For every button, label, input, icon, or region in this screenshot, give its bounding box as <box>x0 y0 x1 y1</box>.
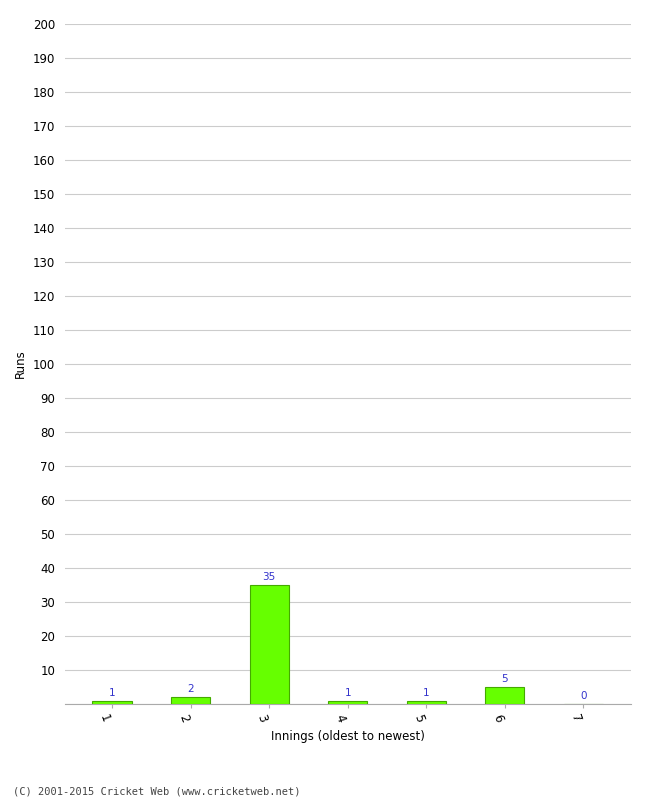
Text: 1: 1 <box>344 688 351 698</box>
Text: (C) 2001-2015 Cricket Web (www.cricketweb.net): (C) 2001-2015 Cricket Web (www.cricketwe… <box>13 786 300 796</box>
Bar <box>92 701 132 704</box>
Text: 1: 1 <box>423 688 430 698</box>
Bar <box>171 697 211 704</box>
Bar <box>250 585 289 704</box>
Y-axis label: Runs: Runs <box>14 350 27 378</box>
X-axis label: Innings (oldest to newest): Innings (oldest to newest) <box>271 730 424 743</box>
Text: 0: 0 <box>580 691 586 702</box>
Text: 5: 5 <box>502 674 508 684</box>
Text: 35: 35 <box>263 572 276 582</box>
Bar <box>328 701 367 704</box>
Bar <box>485 687 525 704</box>
Text: 1: 1 <box>109 688 116 698</box>
Text: 2: 2 <box>187 685 194 694</box>
Bar <box>407 701 446 704</box>
